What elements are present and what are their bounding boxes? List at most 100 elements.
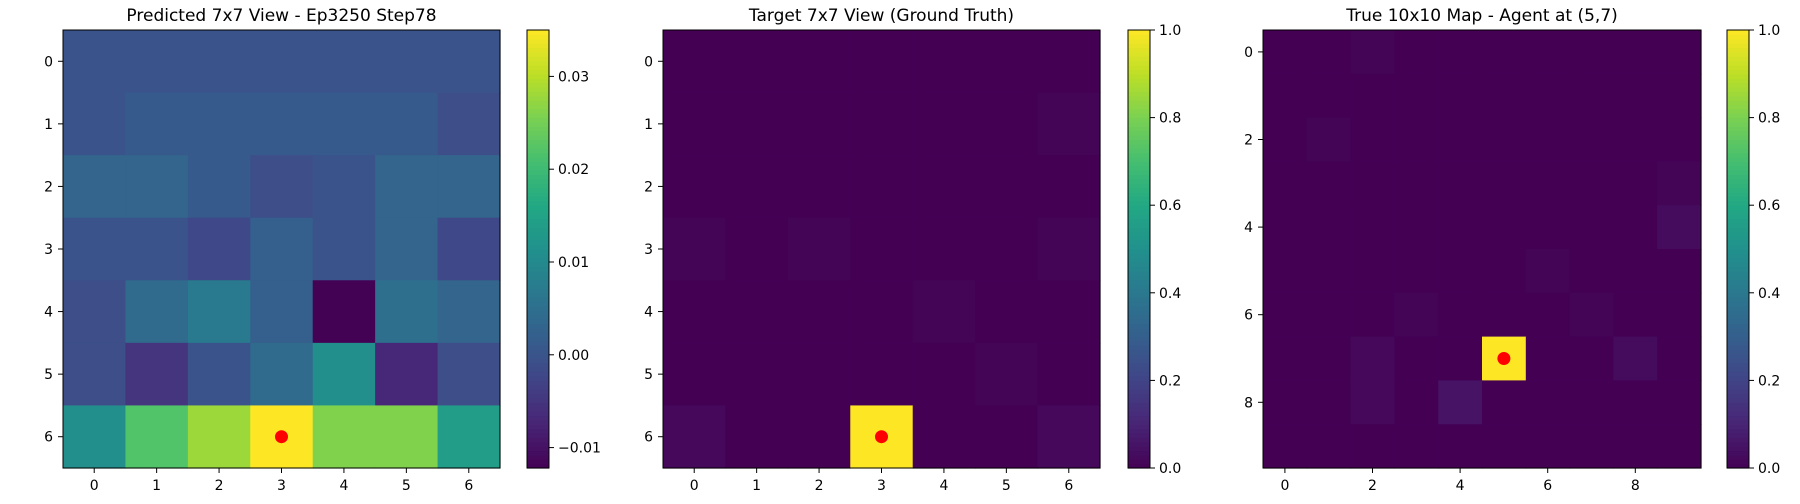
heatmap-cell bbox=[1306, 249, 1352, 294]
colorbar-step bbox=[1128, 411, 1150, 417]
colorbar-step bbox=[527, 183, 549, 189]
colorbar-step bbox=[1727, 305, 1749, 311]
colorbar-step bbox=[1128, 397, 1150, 403]
colorbar-frame bbox=[526, 29, 550, 469]
colorbar-step bbox=[1727, 86, 1749, 92]
colorbar-step bbox=[1128, 301, 1150, 307]
heatmap-cell bbox=[1350, 336, 1395, 381]
heatmap-cell bbox=[787, 155, 851, 219]
heatmap-cell bbox=[1306, 73, 1352, 119]
x-tick-label: 2 bbox=[815, 478, 824, 494]
heatmap-cell bbox=[850, 30, 914, 94]
colorbar-step bbox=[1128, 65, 1150, 71]
heatmap-cell bbox=[1569, 380, 1614, 425]
colorbar-step bbox=[527, 135, 549, 141]
colorbar-step bbox=[1727, 121, 1749, 127]
heatmap-cell bbox=[1613, 205, 1658, 250]
colorbar-step bbox=[1128, 362, 1150, 368]
colorbar-step bbox=[1128, 135, 1150, 141]
colorbar-step bbox=[1128, 332, 1150, 338]
colorbar-step bbox=[527, 78, 549, 84]
heatmap-cell bbox=[312, 342, 376, 407]
colorbar-step bbox=[1727, 310, 1749, 316]
colorbar-step bbox=[527, 275, 549, 281]
heatmap-cell bbox=[1037, 280, 1101, 344]
heatmap-cell bbox=[1306, 292, 1352, 338]
colorbar-step bbox=[1727, 209, 1749, 215]
heatmap-cell bbox=[663, 155, 727, 219]
colorbar-tick-label: 0.2 bbox=[1159, 373, 1181, 389]
heatmap-cell bbox=[1306, 336, 1352, 381]
heatmap-cell bbox=[1569, 161, 1614, 206]
colorbar-step bbox=[1727, 244, 1749, 250]
heatmap-cell bbox=[63, 92, 127, 156]
heatmap-cell bbox=[187, 280, 251, 344]
colorbar-step bbox=[1727, 393, 1749, 399]
colorbar-step bbox=[1128, 161, 1150, 167]
colorbar-step bbox=[1727, 227, 1749, 233]
heatmap-cell bbox=[1438, 73, 1483, 119]
y-tick-label: 4 bbox=[44, 305, 53, 321]
heatmap-cell bbox=[1263, 73, 1308, 119]
heatmap-cell bbox=[1306, 424, 1352, 469]
heatmap-cell bbox=[663, 92, 727, 156]
colorbar-step bbox=[1128, 380, 1150, 386]
heatmap-cell bbox=[1525, 249, 1571, 294]
colorbar-step bbox=[1727, 301, 1749, 307]
colorbar-step bbox=[1727, 130, 1749, 136]
heatmap-cell bbox=[1569, 73, 1614, 119]
colorbar-step bbox=[1727, 213, 1749, 219]
colorbar-step bbox=[1128, 183, 1150, 189]
colorbar-step bbox=[1727, 367, 1749, 373]
colorbar-step bbox=[1727, 113, 1749, 119]
heatmap-cell bbox=[1525, 161, 1571, 206]
colorbar-step bbox=[1128, 305, 1150, 311]
heatmap-cell bbox=[1569, 249, 1614, 294]
colorbar-step bbox=[527, 38, 549, 44]
heatmap-cell bbox=[63, 217, 127, 281]
colorbar-tick-label: 0.8 bbox=[1159, 111, 1181, 127]
x-tick-label: 8 bbox=[1631, 478, 1640, 494]
colorbar-step bbox=[527, 459, 549, 465]
heatmap-cell bbox=[1394, 424, 1439, 469]
colorbar-step bbox=[527, 284, 549, 290]
x-tick-label: 1 bbox=[152, 478, 161, 494]
colorbar-step bbox=[1727, 424, 1749, 430]
colorbar-step bbox=[527, 323, 549, 329]
y-tick-label: 2 bbox=[644, 179, 653, 195]
heatmap-panel-3: 0 2 4 6 8 0 2 4 6 8 True 10x10 Map - Agent at (5,7… bbox=[1244, 6, 1780, 494]
colorbar-tick-label: 0.02 bbox=[558, 162, 589, 178]
colorbar-step bbox=[1727, 100, 1749, 106]
colorbar-step bbox=[1128, 108, 1150, 114]
colorbar-step bbox=[1128, 266, 1150, 272]
colorbar-step bbox=[1727, 222, 1749, 228]
colorbar-step bbox=[1128, 47, 1150, 53]
colorbar-step bbox=[527, 231, 549, 237]
x-tick-label: 6 bbox=[1064, 478, 1073, 494]
colorbar-step bbox=[527, 161, 549, 167]
heatmap-cell bbox=[1037, 30, 1101, 94]
heatmap-cell bbox=[1657, 117, 1702, 162]
heatmap-cell bbox=[312, 155, 376, 219]
colorbar-step bbox=[1128, 143, 1150, 149]
colorbar-step bbox=[527, 187, 549, 193]
colorbar-tick-label: 0.4 bbox=[1758, 286, 1780, 302]
heatmap-cell bbox=[187, 405, 251, 469]
heatmap-cell bbox=[787, 30, 851, 94]
colorbar-step bbox=[1128, 82, 1150, 88]
colorbar-step bbox=[527, 200, 549, 206]
heatmap-cell bbox=[1306, 117, 1352, 162]
x-tick-label: 0 bbox=[1280, 478, 1289, 494]
heatmap-cell bbox=[1037, 342, 1101, 407]
colorbar-step bbox=[527, 148, 549, 154]
chart-title: True 10x10 Map - Agent at (5,7) bbox=[1345, 6, 1618, 26]
colorbar-step bbox=[1128, 459, 1150, 465]
x-tick-label: 5 bbox=[402, 478, 411, 494]
colorbar-step bbox=[527, 143, 549, 149]
heatmap-cell bbox=[250, 280, 314, 344]
colorbar-step bbox=[1128, 257, 1150, 263]
heatmap-cell bbox=[787, 217, 851, 281]
heatmap-cell bbox=[1263, 117, 1308, 162]
heatmap-cell bbox=[187, 30, 251, 94]
colorbar-step bbox=[527, 139, 549, 145]
